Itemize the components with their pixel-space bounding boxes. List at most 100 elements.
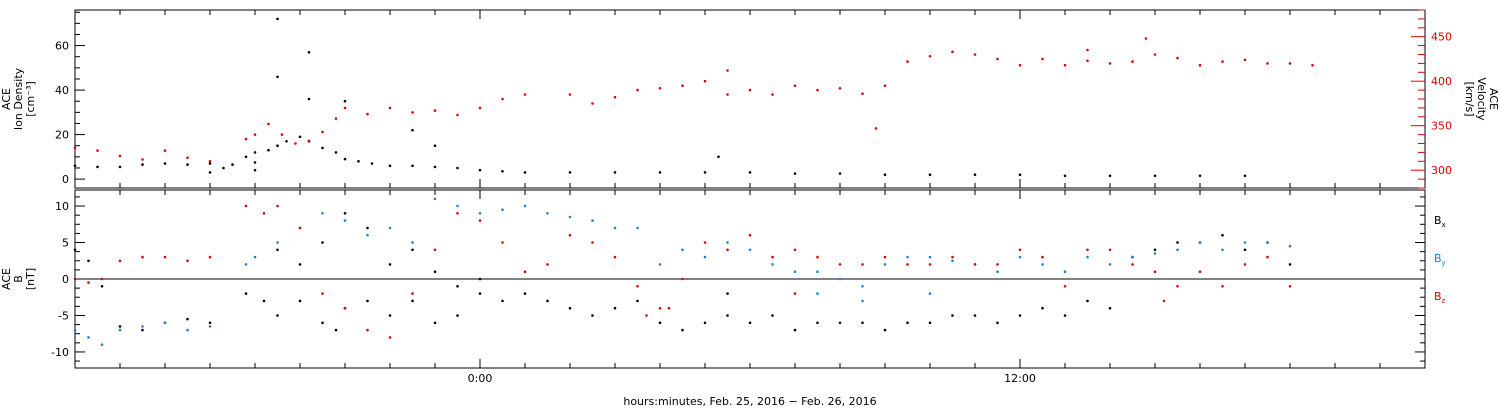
data-point <box>186 328 189 332</box>
data-point <box>244 263 248 266</box>
data-point <box>928 263 932 266</box>
data-point <box>613 95 617 99</box>
data-point <box>285 140 288 143</box>
data-point <box>748 171 752 174</box>
data-point <box>1153 53 1157 56</box>
data-point <box>433 321 437 325</box>
density-velocity-panel: 0 20 40 60 ACEIon Density[cm⁻³] 300 350 400 450 A… <box>0 9 1500 189</box>
data-point <box>298 299 302 303</box>
data-point <box>816 321 819 325</box>
data-point <box>141 328 144 332</box>
data-point <box>276 314 279 317</box>
data-point <box>883 84 887 87</box>
data-point <box>973 173 977 176</box>
data-point <box>73 328 77 332</box>
data-point <box>748 88 752 92</box>
data-point <box>1288 62 1292 65</box>
data-point <box>996 263 999 266</box>
data-point <box>793 270 797 274</box>
data-point <box>73 277 77 281</box>
data-point <box>1153 174 1157 178</box>
data-point <box>298 135 302 139</box>
data-point <box>667 306 671 310</box>
data-point <box>267 148 270 152</box>
x-tick-label: 12:00 <box>1004 372 1036 385</box>
data-point <box>433 109 437 112</box>
data-point <box>928 55 932 58</box>
data-point <box>298 226 302 230</box>
data-point <box>231 163 234 166</box>
data-point <box>366 299 369 303</box>
data-point <box>411 299 414 303</box>
data-point <box>1243 58 1247 62</box>
data-point <box>321 292 324 295</box>
data-point <box>357 160 360 163</box>
data-point <box>307 51 311 54</box>
y-tick-label: 40 <box>55 84 69 97</box>
data-point <box>681 328 684 332</box>
data-point <box>703 171 707 174</box>
data-point <box>276 248 279 252</box>
data-point <box>433 165 437 169</box>
data-point <box>1221 285 1224 288</box>
data-point <box>343 219 347 222</box>
data-point <box>591 102 594 105</box>
x-axis-label: hours:minutes, Feb. 25, 2016 − Feb. 26, … <box>623 395 876 408</box>
data-point <box>343 157 347 161</box>
data-point <box>501 241 504 244</box>
data-point <box>244 292 248 295</box>
data-point <box>636 88 639 92</box>
data-point <box>456 166 459 170</box>
y-tick-label: 60 <box>55 40 69 53</box>
data-point <box>366 226 369 230</box>
y-axis-label: ACEB[nT] <box>0 268 37 290</box>
data-point <box>613 255 617 259</box>
data-point <box>118 154 122 158</box>
data-point <box>501 170 504 173</box>
y-tick-label: 5 <box>62 237 69 250</box>
data-point <box>253 168 257 172</box>
data-point <box>343 99 347 103</box>
data-point <box>1041 57 1044 61</box>
data-point <box>1288 285 1292 288</box>
data-point <box>366 112 369 116</box>
data-point <box>1288 244 1292 248</box>
data-point <box>883 173 887 176</box>
data-point <box>478 277 482 281</box>
data-point <box>1311 63 1314 67</box>
series-bz <box>73 204 1292 339</box>
data-point <box>1018 255 1022 259</box>
data-point <box>141 163 144 166</box>
data-point <box>456 204 459 208</box>
data-point <box>793 84 797 87</box>
data-point <box>1266 241 1269 244</box>
data-point <box>726 292 729 295</box>
data-point <box>1108 62 1112 65</box>
data-point <box>294 142 297 145</box>
data-point <box>1063 285 1067 288</box>
y2-axis-label: ACEVelocity[km/s] <box>1463 77 1500 121</box>
data-point <box>1063 174 1067 178</box>
data-point <box>334 117 338 120</box>
data-point <box>996 321 999 325</box>
x-tick-label: 0:00 <box>468 372 493 385</box>
data-point <box>703 79 707 83</box>
data-point <box>1063 314 1067 317</box>
data-point <box>613 306 617 310</box>
data-point <box>1041 255 1044 259</box>
data-point <box>208 325 212 328</box>
data-point <box>861 263 864 266</box>
data-point <box>1018 248 1022 252</box>
data-point <box>411 128 414 132</box>
data-point <box>1108 248 1112 252</box>
data-point <box>307 139 311 143</box>
data-point <box>208 255 212 259</box>
data-point <box>276 241 279 244</box>
data-point <box>321 212 324 215</box>
data-point <box>343 306 347 310</box>
data-point <box>838 172 842 175</box>
data-point <box>816 255 819 259</box>
data-point <box>658 87 662 90</box>
data-point <box>1266 62 1269 65</box>
data-point <box>658 171 662 174</box>
